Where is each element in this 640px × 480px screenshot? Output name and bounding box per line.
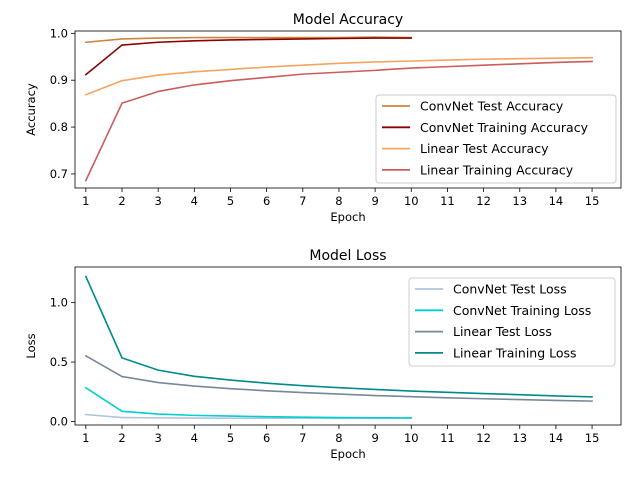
chart-title: Model Loss	[309, 248, 386, 264]
x-tick-label: 3	[155, 194, 162, 208]
legend: ConvNet Test Loss ConvNet Training Loss Li…	[408, 277, 616, 367]
x-tick-label: 10	[404, 431, 419, 445]
x-tick-label: 14	[549, 431, 564, 445]
x-tick-label: 8	[335, 431, 342, 445]
x-axis-label: Epoch	[330, 210, 365, 224]
y-tick-label: 0.5	[50, 355, 68, 369]
x-tick-label: 9	[371, 194, 378, 208]
plot-area	[74, 30, 622, 189]
legend: ConvNet Test Accuracy ConvNet Training Ac…	[375, 94, 617, 184]
y-axis-label: Accuracy	[24, 83, 38, 136]
legend-box	[408, 277, 616, 367]
legend-label: ConvNet Test Loss	[453, 282, 567, 297]
x-tick-label: 12	[476, 194, 491, 208]
x-tick-label: 10	[404, 194, 419, 208]
x-tick-label: 5	[227, 431, 234, 445]
series-line-3	[84, 56, 593, 96]
x-tick-label: 6	[263, 431, 270, 445]
x-tick-label: 13	[512, 431, 527, 445]
x-tick-label: 2	[118, 194, 125, 208]
x-tick-label: 11	[440, 194, 455, 208]
series-line-4	[84, 275, 593, 398]
y-tick-label: 1.0	[50, 296, 68, 310]
y-tick-label: 0.7	[50, 167, 68, 181]
x-tick-label: 14	[549, 194, 564, 208]
x-tick-label: 13	[512, 194, 527, 208]
legend-label: Linear Test Loss	[453, 324, 552, 339]
series-line-2	[84, 386, 413, 419]
x-tick-label: 5	[227, 194, 234, 208]
x-tick-label: 15	[585, 431, 600, 445]
legend-label: ConvNet Training Loss	[453, 303, 591, 318]
chart-title: Model Accuracy	[293, 12, 403, 28]
y-tick-label: 0.9	[50, 73, 68, 87]
x-axis-label: Epoch	[330, 447, 365, 461]
y-tick-label: 0.0	[50, 414, 68, 428]
y-tick-label: 1.0	[50, 26, 68, 40]
x-tick-label: 7	[299, 431, 306, 445]
x-tick-label: 7	[299, 194, 306, 208]
x-tick-label: 11	[440, 431, 455, 445]
x-tick-label: 6	[263, 194, 270, 208]
x-tick-label: 3	[155, 431, 162, 445]
y-tick-label: 0.8	[50, 120, 68, 134]
x-tick-label: 9	[371, 431, 378, 445]
legend-label: Linear Training Accuracy	[420, 162, 574, 177]
series-line-4	[84, 60, 593, 182]
x-tick-label: 1	[82, 431, 89, 445]
series-line-3	[84, 354, 593, 402]
x-tick-label: 2	[118, 431, 125, 445]
series-line-1	[84, 36, 413, 44]
x-tick-label: 8	[335, 194, 342, 208]
legend-label: Linear Training Loss	[453, 345, 577, 360]
x-tick-label: 4	[191, 431, 198, 445]
x-tick-label: 4	[191, 194, 198, 208]
legend-box	[375, 94, 617, 184]
legend-label: ConvNet Test Accuracy	[420, 99, 564, 114]
x-tick-label: 15	[585, 194, 600, 208]
series-line-2	[84, 37, 413, 76]
x-tick-label: 12	[476, 431, 491, 445]
x-tick-label: 1	[82, 194, 89, 208]
plot-area	[74, 266, 622, 426]
y-axis-label: Loss	[24, 333, 38, 358]
legend-label: Linear Test Accuracy	[420, 141, 549, 156]
legend-label: ConvNet Training Accuracy	[420, 120, 589, 135]
